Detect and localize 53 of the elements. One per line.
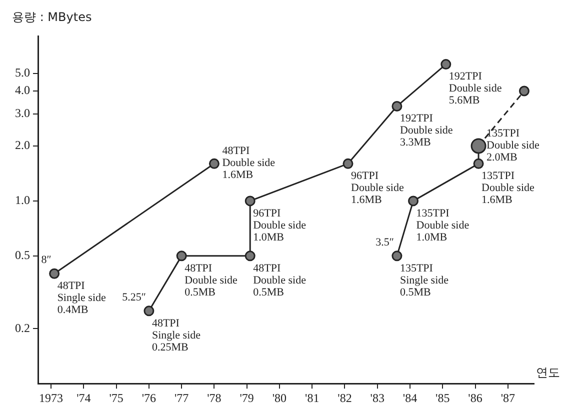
series-label: 5.25″	[122, 291, 146, 304]
point	[440, 59, 452, 70]
point	[392, 250, 402, 262]
series-label: 3.5″	[376, 236, 394, 248]
point	[408, 196, 419, 206]
annotation: 192TPI Double side 5.6MB	[448, 70, 502, 107]
series-label: 8″	[41, 254, 52, 266]
x-tick-label: '75	[109, 390, 124, 405]
point	[392, 100, 402, 112]
y-tick-label: 5.0	[15, 65, 30, 80]
annotation: 48TPI Double side 0.5MB	[184, 262, 238, 298]
x-tick-label: '82	[338, 390, 352, 405]
annotation: 48TPI Double side 1.6MB	[222, 145, 276, 182]
point	[208, 158, 220, 169]
x-tick-label: '87	[500, 390, 515, 405]
point	[518, 86, 530, 96]
point	[342, 158, 354, 169]
y-tick-label: 1.0	[15, 193, 30, 208]
point	[244, 250, 256, 262]
annotation: 96TPI Double side 1.6MB	[351, 170, 404, 206]
x-tick-label: '78	[207, 390, 222, 405]
annotation: 135TPI Double side 1.6MB	[482, 170, 534, 206]
annotation: 96TPI Double side 1.0MB	[253, 207, 306, 244]
x-tick-label: '86	[468, 390, 482, 405]
y-tick-label: 4.0	[15, 83, 30, 98]
annotation: 135TPI Single side 0.5MB	[400, 262, 449, 298]
x-tick-label: 1973	[39, 390, 64, 405]
annotation: 48TPI Single side 0.25MB	[152, 317, 201, 354]
x-tick-label: '81	[305, 390, 320, 405]
annotation: 48TPI Single side 0.4MB	[57, 280, 106, 316]
point	[49, 268, 60, 279]
x-tick-label: '80	[272, 390, 287, 405]
x-tick-label: '84	[402, 390, 418, 405]
x-tick-label: '76	[142, 390, 156, 405]
annotation: 192TPI Double side 3.3MB	[400, 112, 453, 149]
point	[176, 250, 187, 262]
y-axis-title: 용량 : MBytes	[12, 10, 92, 24]
point	[144, 306, 154, 316]
annotation: 135TPI Double side 2.0MB	[486, 127, 540, 164]
x-tick-label: '85	[436, 390, 450, 405]
y-tick-label: 0.2	[15, 320, 30, 335]
point	[244, 196, 256, 206]
y-tick-label: 0.5	[15, 248, 30, 262]
x-tick-label: '79	[240, 390, 254, 405]
annotation: 48TPI Double side 0.5MB	[253, 262, 306, 298]
y-tick-label: 2.0	[15, 138, 30, 152]
x-tick-label: '74	[76, 390, 91, 405]
point	[473, 158, 484, 169]
x-tick-label: '83	[370, 390, 384, 405]
x-tick-label: '77	[174, 390, 189, 405]
x-axis-title: 연도	[536, 366, 560, 380]
annotation: 135TPI Double side 1.0MB	[416, 207, 470, 244]
y-tick-label: 3.0	[15, 106, 30, 120]
